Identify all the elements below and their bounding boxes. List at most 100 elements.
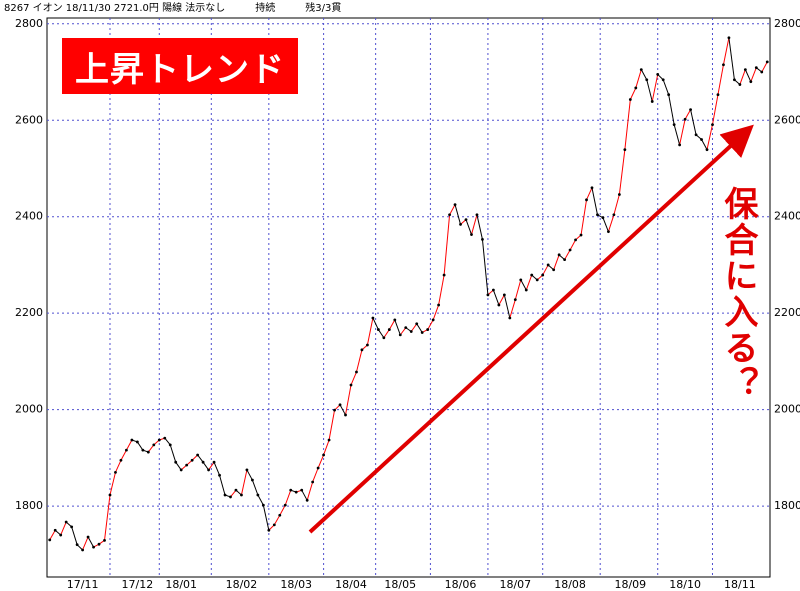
price-point: [607, 230, 610, 234]
price-segment: [438, 274, 445, 306]
price-point: [300, 488, 304, 492]
price-segment: [607, 214, 615, 232]
price-point: [70, 525, 74, 529]
trend-arrow: [308, 124, 754, 534]
price-point: [672, 123, 676, 126]
price-segment: [202, 461, 209, 471]
price-point: [535, 278, 539, 282]
price-point: [174, 460, 178, 464]
price-segment: [372, 317, 379, 330]
price-point: [398, 333, 402, 337]
price-segment: [213, 462, 220, 476]
price-point: [163, 436, 167, 440]
price-point: [207, 468, 210, 472]
x-tick-label: 18/01: [165, 578, 197, 591]
price-segment: [388, 319, 396, 330]
price-point: [431, 318, 435, 322]
price-segment: [427, 319, 434, 330]
price-segment: [208, 461, 215, 471]
price-point: [765, 60, 769, 64]
price-point: [519, 278, 523, 282]
price-segment: [120, 449, 127, 461]
price-point: [64, 520, 68, 524]
price-point: [409, 330, 413, 333]
price-point: [157, 438, 161, 442]
price-point: [502, 293, 506, 297]
price-point: [261, 503, 265, 507]
price-point: [568, 248, 572, 252]
price-point: [185, 463, 189, 467]
price-point: [311, 480, 315, 484]
price-point: [705, 148, 709, 152]
price-segment: [197, 454, 204, 463]
price-point: [272, 523, 276, 527]
price-segment: [350, 371, 357, 386]
price-point: [245, 468, 249, 472]
price-point: [694, 133, 698, 137]
price-segment: [722, 37, 730, 65]
price-segment: [761, 61, 768, 73]
price-segment: [728, 37, 735, 80]
x-tick-label: 18/03: [280, 578, 312, 591]
price-point: [97, 542, 101, 546]
price-segment: [476, 214, 483, 240]
price-segment: [416, 323, 423, 333]
price-point: [716, 93, 720, 97]
price-point: [283, 503, 287, 507]
price-point: [508, 316, 512, 320]
price-point: [749, 80, 753, 84]
price-point: [196, 453, 200, 457]
price-segment: [465, 219, 472, 235]
price-point: [601, 216, 605, 220]
price-point: [420, 331, 424, 334]
price-segment: [49, 529, 56, 541]
price-point: [114, 470, 117, 474]
price-point: [179, 468, 183, 472]
y2-tick-label: 2600: [774, 113, 800, 126]
price-point: [656, 73, 660, 76]
price-point: [552, 268, 556, 272]
header: 8267 イオン 18/11/30 2721.0円 陽線 法示なし 持続 残3/…: [4, 1, 341, 14]
price-segment: [410, 323, 418, 332]
price-point: [546, 263, 550, 267]
price-point: [486, 293, 490, 297]
price-segment: [104, 494, 111, 541]
price-segment: [564, 249, 571, 260]
price-segment: [498, 294, 505, 306]
price-segment: [613, 194, 620, 215]
price-point: [376, 328, 380, 331]
price-segment: [136, 441, 144, 451]
price-point: [223, 493, 227, 497]
price-point: [382, 336, 386, 340]
price-segment: [279, 504, 286, 516]
price-segment: [673, 124, 681, 145]
price-point: [541, 273, 545, 277]
price-point: [596, 213, 599, 217]
price-point: [590, 186, 594, 190]
y2-tick-label: 2000: [774, 403, 800, 416]
price-point: [426, 328, 430, 331]
price-point: [371, 316, 375, 320]
price-point: [349, 383, 353, 387]
price-point: [190, 458, 194, 462]
price-segment: [443, 214, 451, 276]
price-point: [650, 100, 654, 103]
price-segment: [739, 69, 746, 85]
price-segment: [684, 109, 692, 120]
price-point: [743, 68, 747, 72]
price-point: [267, 528, 271, 532]
y-tick-label: 2400: [15, 210, 43, 223]
price-segment: [273, 515, 281, 526]
price-point: [612, 213, 616, 217]
price-point: [201, 460, 205, 464]
x-tick-label: 18/07: [499, 578, 531, 591]
price-point: [470, 233, 473, 236]
price-point: [278, 513, 282, 517]
price-point: [722, 63, 725, 67]
price-point: [344, 413, 347, 417]
price-segment: [668, 94, 675, 125]
price-point: [229, 495, 232, 499]
price-segment: [662, 79, 670, 95]
